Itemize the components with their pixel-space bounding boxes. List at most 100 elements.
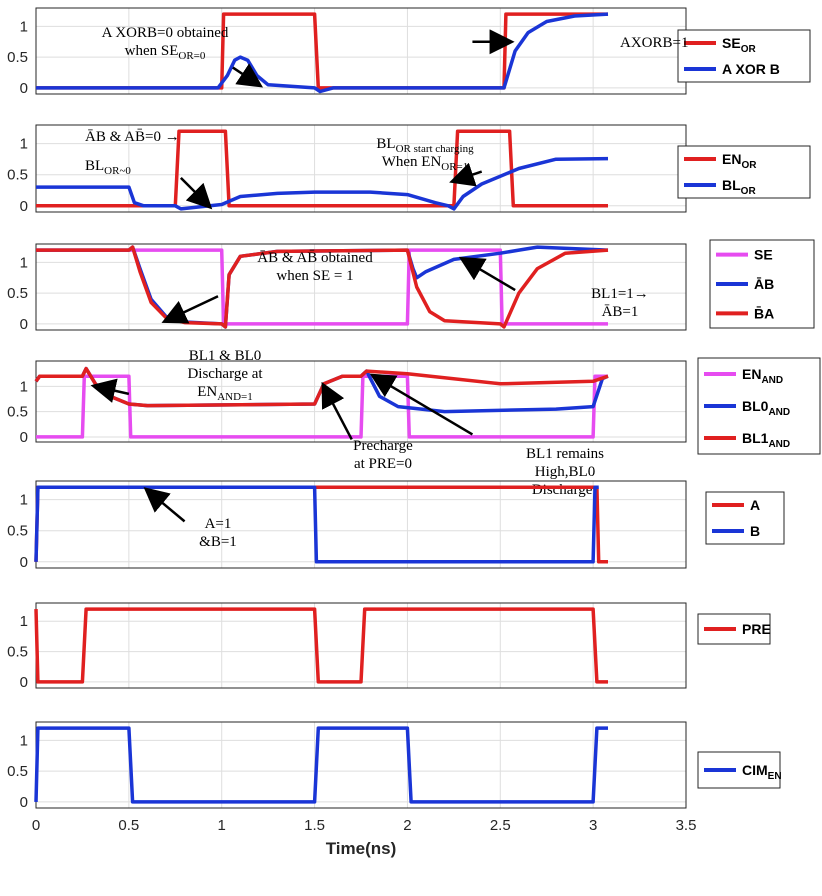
annotation: ĀB & AB̄=0 → [85, 129, 180, 145]
annotation-arrow [179, 176, 213, 210]
annotation-arrow [161, 295, 219, 324]
annotation-text: A XORB=0 obtained [102, 25, 229, 41]
series-line-2 [36, 245, 609, 329]
series-line-0 [36, 374, 608, 439]
x-tick-label: 0 [32, 817, 40, 834]
panel-3: 0 0.5 1 SE ĀB B̄A ĀB & AB̄ obtained when SE = 1… [7, 239, 815, 333]
annotation-text: ĀB & AB̄=0 → [85, 129, 180, 145]
legend-box [677, 29, 811, 83]
annotation-arrow [449, 162, 483, 187]
y-tick-label: 1 [20, 136, 28, 153]
panel-5: 0 0.5 1 AB A=1&B=1 [7, 480, 785, 571]
annotation-text: BL1 & BL0 [189, 348, 262, 364]
annotation-text: BL1=1→ [591, 286, 649, 302]
annotation: ĀB & AB̄ obtained when SE = 1 [161, 250, 373, 324]
y-tick-label: 0 [20, 674, 28, 691]
annotation-text: AXORB=1 [620, 35, 688, 51]
annotation-arrow [232, 63, 264, 88]
x-tick-label: 1 [218, 817, 226, 834]
series-line-2 [34, 366, 609, 408]
legend: CIMEN [697, 751, 782, 789]
annotation: Precharge at PRE=0 [321, 381, 413, 472]
axes-frame [35, 243, 687, 331]
annotation-text: Discharges [532, 482, 599, 498]
annotation-text: A=1 [205, 516, 232, 532]
series-line-1 [34, 485, 599, 564]
y-tick-label: 0.5 [7, 523, 28, 540]
annotation-text: BL1 remains [526, 446, 604, 462]
y-tick-label: 1 [20, 613, 28, 630]
legend-label: SE [754, 247, 773, 263]
series-line-0 [36, 12, 608, 90]
annotation: BL1=1→ ĀB=1 [458, 256, 649, 320]
legend: AB [705, 491, 785, 545]
annotation-text: at PRE=0 [354, 456, 412, 472]
y-tick-label: 0.5 [7, 285, 28, 302]
annotation: BL1 & BL0 Discharge at ENAND=1 [90, 348, 263, 403]
annotation-text: ĀB & AB̄ obtained [257, 250, 373, 266]
annotation-text: ENAND=1 [197, 384, 253, 403]
legend: SE ĀB B̄A [709, 239, 815, 329]
annotation-arrow [321, 381, 353, 441]
series-line-1 [36, 156, 609, 211]
y-tick-label: 1 [20, 254, 28, 271]
y-tick-label: 1 [20, 492, 28, 509]
legend-label: B [750, 523, 760, 539]
y-tick-label: 0.5 [7, 167, 28, 184]
annotation: BLOR~0 [85, 158, 213, 210]
annotation: AXORB=1 [472, 29, 688, 55]
annotation-text: Discharge at [187, 366, 263, 382]
y-tick-label: 0 [20, 429, 28, 446]
x-tick-label: 3 [589, 817, 597, 834]
legend-label: B̄A [754, 305, 774, 322]
series-line-0 [36, 129, 608, 208]
annotation-text: High,BL0 [535, 464, 595, 480]
x-tick-label: 2.5 [490, 817, 511, 834]
legend-box [677, 145, 811, 199]
legend-label: PRE [742, 621, 771, 637]
y-tick-label: 0.5 [7, 644, 28, 661]
series-line-0 [34, 485, 608, 564]
annotation-arrow [143, 487, 186, 523]
series-line-0 [34, 726, 608, 804]
y-tick-label: 0 [20, 198, 28, 215]
panel-7: 0 0.5 1 CIMEN 0 0.5 1 1.5 2 2.5 3 3.5 Time(ns) [7, 721, 782, 858]
legend-label: ĀB [754, 276, 774, 292]
y-tick-label: 0.5 [7, 49, 28, 66]
y-tick-label: 0 [20, 794, 28, 811]
annotation-arrow [369, 373, 474, 436]
legend: PRE [697, 613, 771, 645]
annotation-text: when SE = 1 [276, 268, 353, 284]
annotation-text: BLOR start charging [376, 136, 474, 155]
x-axis-label: Time(ns) [326, 839, 397, 858]
y-tick-label: 1 [20, 18, 28, 35]
annotation-text: &B=1 [199, 534, 237, 550]
y-tick-label: 1 [20, 732, 28, 749]
legend-label: A [750, 497, 760, 513]
series-line-0 [34, 607, 608, 684]
axes-frame [35, 360, 687, 443]
annotation: A XORB=0 obtained when SEOR=0 [102, 25, 264, 88]
legend-box [705, 491, 785, 545]
y-tick-label: 0.5 [7, 404, 28, 421]
annotation-text: Precharge [353, 438, 413, 454]
x-tick-label: 0.5 [118, 817, 139, 834]
panel-6: 0 0.5 1 PRE [7, 602, 771, 691]
y-tick-label: 0 [20, 316, 28, 333]
legend-label: A XOR B [722, 61, 780, 77]
annotation-arrow [90, 378, 130, 403]
annotation-text: BLOR~0 [85, 158, 131, 177]
series-line-0 [36, 248, 608, 326]
annotation-arrow [458, 256, 516, 292]
y-tick-label: 0.5 [7, 763, 28, 780]
series-line-1 [36, 12, 609, 94]
annotation-text: ĀB=1 [602, 304, 639, 320]
